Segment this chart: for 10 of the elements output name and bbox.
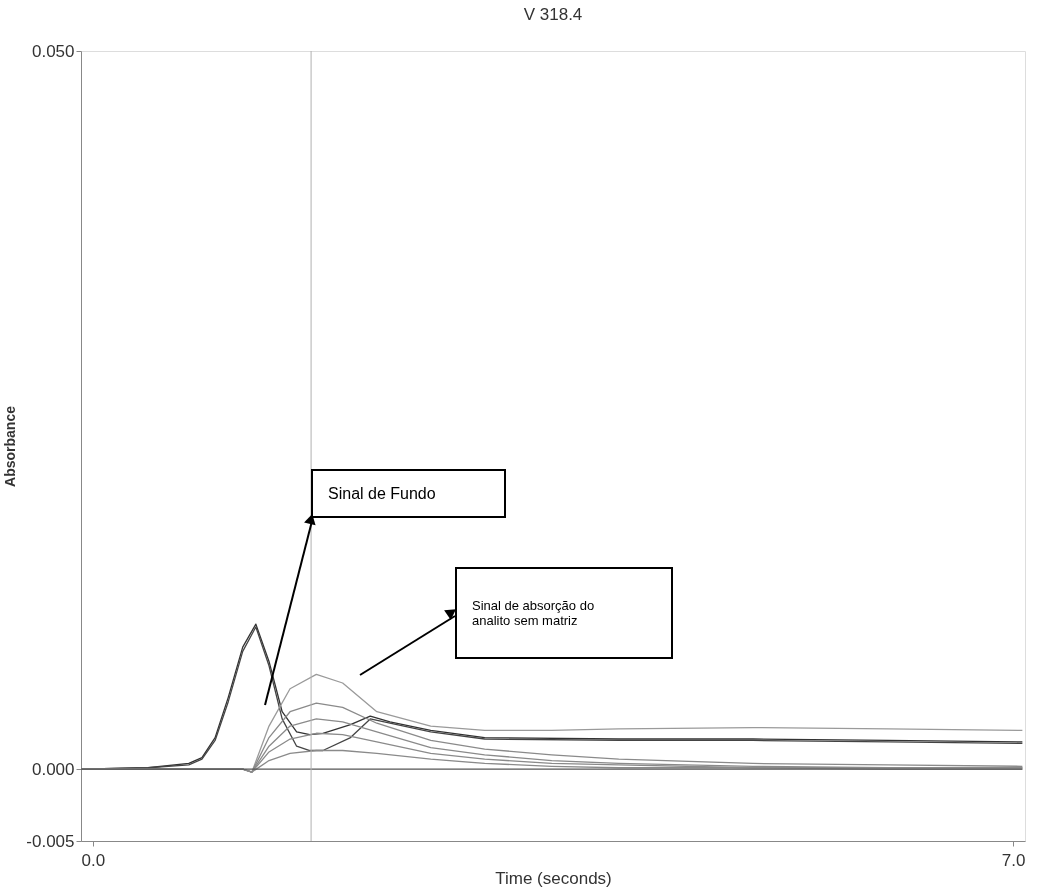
annotation: Sinal de absorção do analito sem matriz bbox=[472, 597, 595, 628]
chart-title: V 318.4 bbox=[523, 5, 583, 24]
x-tick-label: 0.0 bbox=[81, 850, 106, 870]
y-tick-label: 0.050 bbox=[31, 41, 75, 61]
x-axis-title: Time (seconds) bbox=[495, 868, 612, 888]
x-tick-label: 7.0 bbox=[1001, 850, 1026, 870]
annotation: Sinal de Fundo bbox=[328, 484, 436, 502]
y-axis-title: Absorbance bbox=[2, 405, 19, 487]
y-tick-label: -0.005 bbox=[26, 831, 75, 851]
y-tick-label: 0.000 bbox=[31, 759, 75, 779]
